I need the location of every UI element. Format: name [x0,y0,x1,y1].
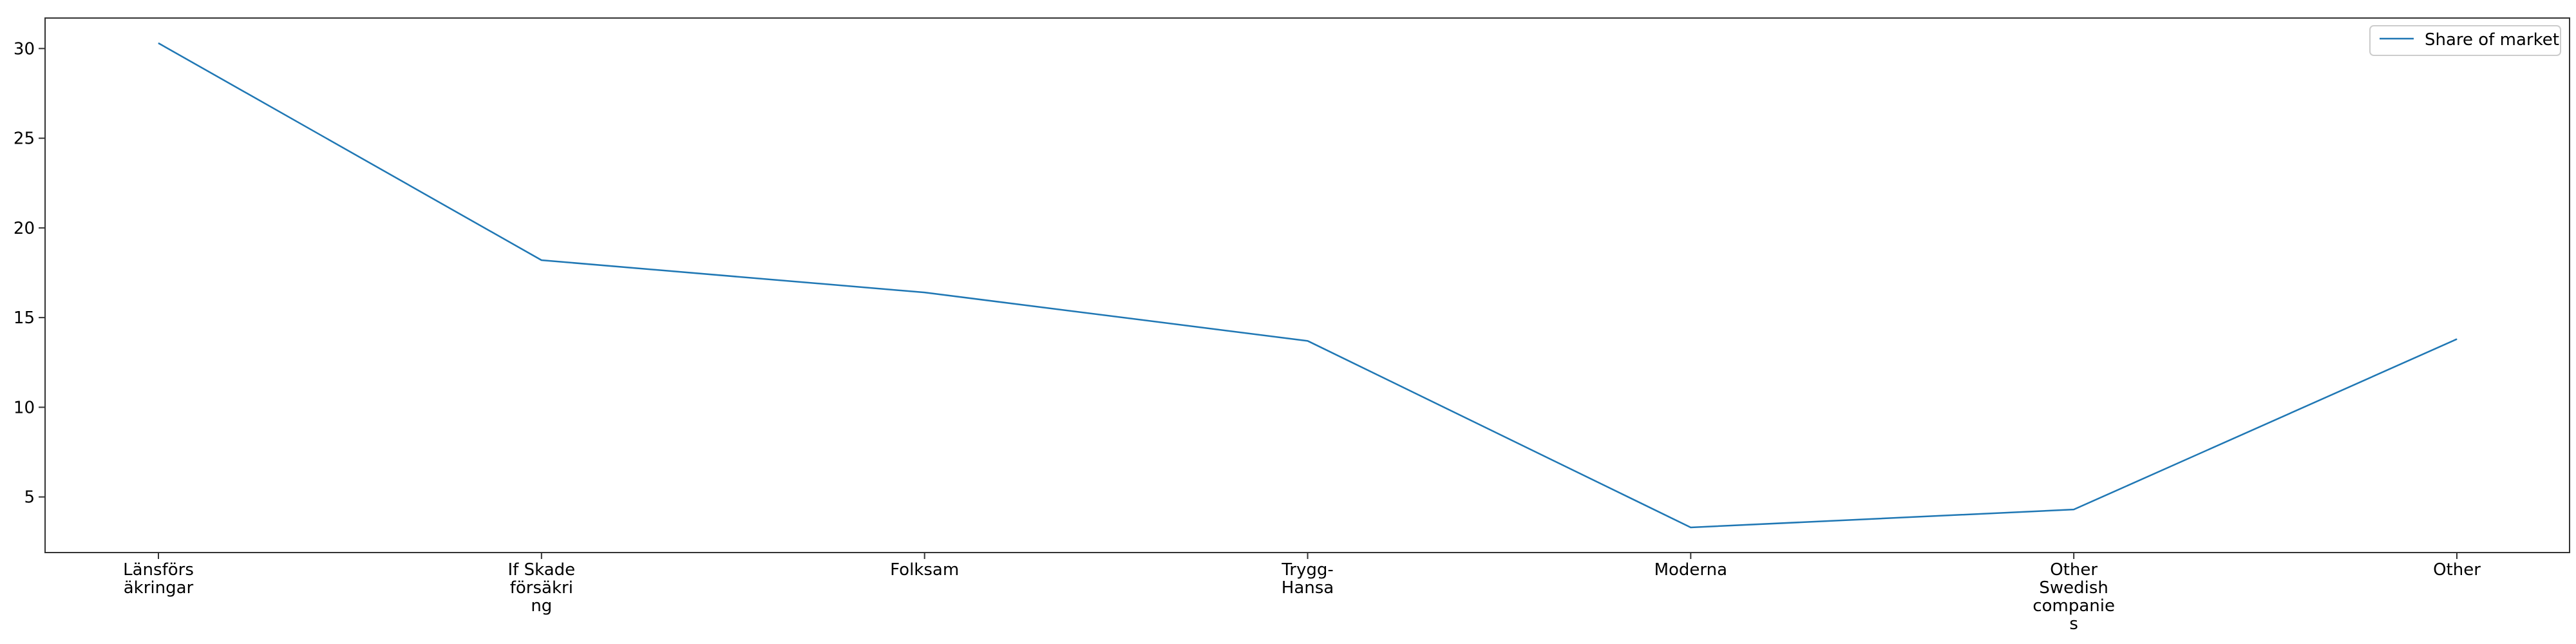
x-tick-label: Other Swedish companie s [2032,560,2115,634]
x-tick-label-line: Trygg- [1281,560,1334,580]
data-point [1690,527,1691,528]
y-tick-label: 10 [14,398,35,417]
x-axis: Länsförs äkringar If Skade försäkri ng Folksa… [123,553,2481,634]
x-tick-label: Other [2433,560,2481,580]
x-tick-label: Trygg-Hansa [1281,560,1334,598]
x-tick-label-line: ng [531,596,552,616]
legend: Share of market [2370,26,2561,55]
x-tick-label-line: Moderna [1654,560,1727,580]
x-tick-label-line: försäkri [510,578,573,598]
x-tick-label-line: äkringar [124,578,194,598]
x-tick-label-line: s [2069,614,2078,634]
x-tick-label-line: Other [2050,560,2098,580]
y-tick-label: 25 [14,129,35,149]
legend-label-share-of-market: Share of market [2425,30,2559,50]
x-tick-label: Folksam [890,560,959,580]
x-tick-label: Moderna [1654,560,1727,580]
x-tick-label-line: Other [2433,560,2481,580]
y-tick-label: 15 [14,308,35,328]
y-tick-label: 30 [14,39,35,59]
x-tick-label: Länsförs äkringar [123,560,194,598]
x-tick-label-line: Hansa [1282,578,1334,598]
data-point [541,260,542,261]
x-tick-label-line: companie [2032,596,2115,616]
x-tick-label: If Skade försäkri ng [508,560,576,616]
y-axis: 5 10 15 20 25 30 [14,39,45,507]
x-tick-label-line: Folksam [890,560,959,580]
plot-area [45,18,2570,553]
data-point [924,292,925,293]
x-tick-label-line: Swedish [2039,578,2108,598]
y-tick-label: 20 [14,219,35,238]
x-tick-label-line: Länsförs [123,560,194,580]
x-tick-label-line: If Skade [508,560,576,580]
y-tick-label: 5 [24,488,35,507]
